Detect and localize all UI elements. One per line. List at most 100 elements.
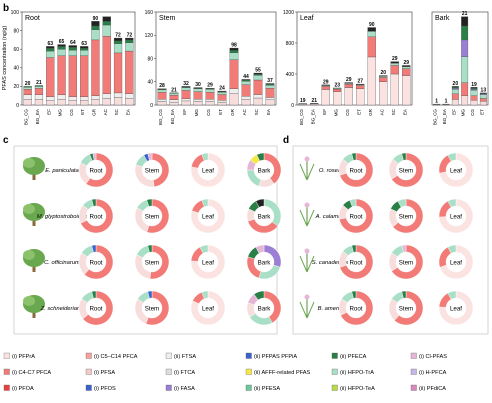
bar-segment xyxy=(80,100,89,106)
donut-leaf: Leaf xyxy=(438,152,474,188)
bar-segment xyxy=(265,97,275,100)
donut-slice xyxy=(447,290,457,300)
bar-segment xyxy=(181,100,191,106)
bar-segment xyxy=(253,72,263,75)
legend-label: (i) PFPrA xyxy=(12,354,35,360)
bar-segment xyxy=(113,43,123,54)
bar-segment xyxy=(193,99,203,102)
x-tick-label: MG xyxy=(461,109,466,117)
donut-label: Stem xyxy=(399,213,413,220)
donut-leaf: Leaf xyxy=(190,244,226,280)
bar-segment xyxy=(229,93,239,106)
panel-frame xyxy=(431,11,489,106)
y-tick-label: 800 xyxy=(286,41,295,47)
donut-root: Root xyxy=(78,198,114,234)
legend-swatch xyxy=(410,384,417,391)
bar-total-label: 23 xyxy=(334,82,340,88)
bar-segment xyxy=(113,37,123,41)
bar-segment xyxy=(205,87,215,89)
legend-swatch xyxy=(245,384,252,391)
bar-total-label: 20 xyxy=(453,81,459,87)
bar-segment xyxy=(229,52,239,60)
bar-segment xyxy=(57,99,66,106)
bar-segment xyxy=(229,59,239,89)
bar-segment xyxy=(46,100,55,106)
bar-segment xyxy=(217,92,227,95)
bar-segment xyxy=(379,75,388,77)
donut-slice xyxy=(401,244,407,253)
y-tick-label: 60 xyxy=(13,47,19,53)
legend-item: (i) FTCA xyxy=(165,368,195,376)
donut-bark: Bark xyxy=(246,290,282,326)
bar-segment xyxy=(169,99,179,103)
x-tick-label: ET xyxy=(479,109,484,115)
bar-segment xyxy=(367,31,376,37)
bar-segment xyxy=(253,74,263,76)
bar-segment xyxy=(470,100,478,106)
bar-total-label: 21 xyxy=(311,98,317,104)
y-tick-label: 80 xyxy=(13,28,19,34)
bar-segment xyxy=(23,89,32,95)
bar-segment xyxy=(23,86,32,88)
legend-label: (ii) PFPAS PFPiA xyxy=(254,354,297,360)
bar-segment xyxy=(461,95,469,106)
donut-slice xyxy=(351,290,357,299)
donut-slice xyxy=(394,290,424,326)
bar-segment xyxy=(479,98,487,102)
y-tick-label: 0 xyxy=(150,103,153,109)
bar-total-label: 90 xyxy=(369,22,375,28)
donut-slice xyxy=(439,152,474,188)
donut-slice xyxy=(190,198,226,234)
leaf xyxy=(306,163,315,181)
bar-segment xyxy=(205,99,215,102)
bar-segment xyxy=(125,50,134,94)
donut-slice xyxy=(401,152,407,161)
bar-segment xyxy=(461,82,469,96)
bar-total-label: 29 xyxy=(207,83,213,89)
legend-label: (ii) HFPO-TeA xyxy=(340,386,375,392)
plant-icon xyxy=(299,248,315,273)
bar-segment xyxy=(23,94,32,100)
donut-slice xyxy=(91,198,97,207)
donut-slice xyxy=(201,198,209,207)
legend-swatch xyxy=(3,352,10,359)
bar-segment xyxy=(479,94,487,99)
legend-swatch xyxy=(85,368,92,375)
bar-segment xyxy=(461,25,469,41)
bar-segment xyxy=(169,92,179,94)
bar-segment xyxy=(253,97,263,106)
donut-label: Bark xyxy=(258,305,272,312)
bar-total-label: 63 xyxy=(81,41,87,47)
legend-swatch xyxy=(410,352,417,359)
donut-slice xyxy=(147,152,153,161)
bar-total-label: 29 xyxy=(392,56,398,62)
bar-segment xyxy=(102,98,111,106)
panel-letter-c: c xyxy=(3,135,9,146)
x-tick-label: BG_CG xyxy=(433,109,438,126)
bar-segment xyxy=(321,84,330,86)
leaf xyxy=(299,163,308,181)
flower xyxy=(304,248,310,254)
x-tick-label: EA xyxy=(266,108,271,115)
plant-icon xyxy=(23,295,45,318)
bar-segment xyxy=(181,87,191,91)
donut-root: Root xyxy=(78,290,114,326)
bar-total-label: 20 xyxy=(380,70,386,76)
donut-stem: Stem xyxy=(134,198,170,234)
bar-segment xyxy=(181,90,191,99)
x-tick-label: GR xyxy=(91,108,96,116)
panel-frame xyxy=(296,11,413,106)
legend-label: (i) H-PFCA xyxy=(419,370,447,376)
bar-segment xyxy=(379,77,388,82)
donut-label: Root xyxy=(349,167,362,174)
bar-segment xyxy=(333,91,342,106)
bar-segment xyxy=(113,97,123,106)
legend-swatch xyxy=(3,384,10,391)
y-tick-label: 1200 xyxy=(283,10,294,16)
donut-bark: Bark xyxy=(246,198,282,234)
legend: (i) PFPrA (i) C5–C14 PFCA (ii) FTSA (ii) PF… xyxy=(3,352,447,392)
y-tick-label: 160 xyxy=(145,10,154,16)
donut-stem: Stem xyxy=(388,290,424,326)
bar-segment xyxy=(205,89,215,93)
bar-total-label: 21 xyxy=(171,87,177,93)
